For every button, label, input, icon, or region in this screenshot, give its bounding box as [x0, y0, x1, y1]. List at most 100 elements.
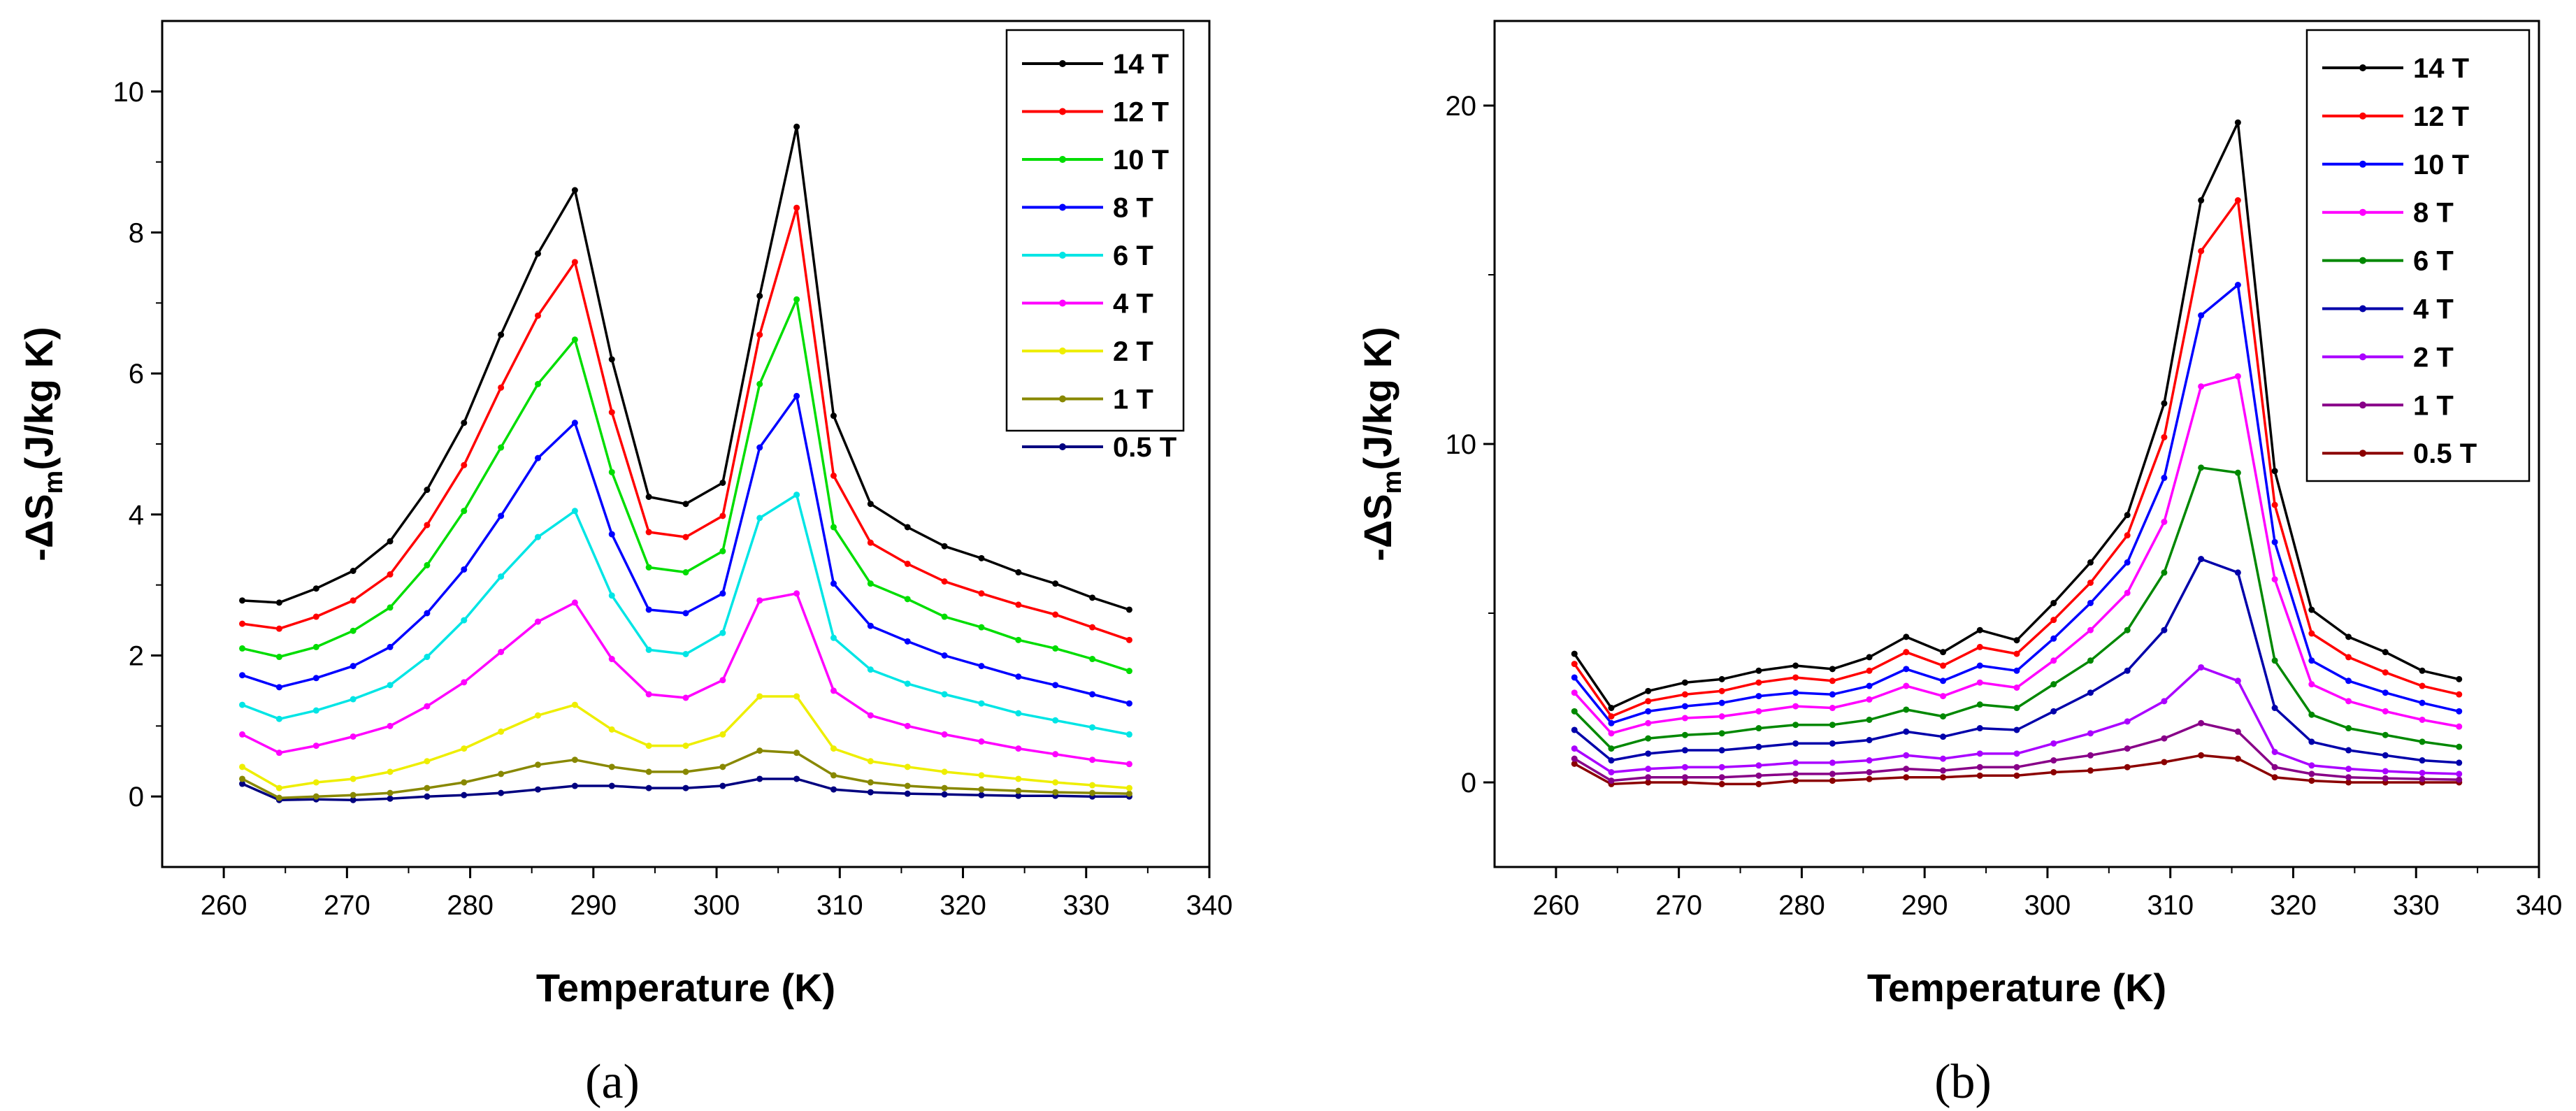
data-point — [2050, 657, 2057, 664]
legend-swatch-marker — [1059, 347, 1066, 354]
data-point — [2013, 650, 2020, 657]
data-point — [682, 768, 689, 775]
data-point — [461, 791, 468, 798]
data-point — [1015, 787, 1022, 794]
panel-label: (b) — [1934, 1055, 1992, 1109]
data-point — [719, 629, 726, 636]
data-point — [1903, 633, 1910, 640]
y-axis-title-unit: (J/kg K) — [1355, 327, 1399, 470]
data-point — [2271, 538, 2278, 545]
data-point — [1681, 779, 1688, 786]
data-point — [498, 770, 505, 777]
data-point — [312, 585, 319, 592]
legend-label: 6 T — [2413, 246, 2454, 277]
legend-item: 6 T — [1022, 241, 1153, 271]
series-14-T — [239, 123, 1132, 613]
series-6-T — [1571, 464, 2463, 752]
data-point — [239, 597, 246, 604]
data-point — [830, 472, 837, 479]
data-point — [645, 646, 652, 653]
data-point — [1940, 662, 1947, 669]
legend-swatch-marker — [2359, 160, 2366, 168]
data-point — [1015, 775, 1022, 782]
data-point — [350, 791, 357, 798]
x-tick-label: 340 — [1186, 890, 1233, 921]
data-point — [645, 494, 652, 501]
data-point — [1792, 770, 1799, 777]
y-axis-title: -ΔSm(J/kg K) — [1355, 327, 1407, 561]
data-point — [424, 793, 431, 800]
y-tick-label: 6 — [129, 359, 144, 389]
legend-label: 6 T — [1113, 241, 1153, 271]
data-point — [1866, 737, 1873, 743]
data-point — [1755, 762, 1762, 769]
data-point — [2271, 501, 2278, 508]
data-point — [2161, 474, 2168, 481]
data-point — [756, 747, 763, 754]
data-point — [1125, 636, 1132, 643]
data-point — [535, 618, 542, 625]
data-point — [1792, 777, 1799, 784]
data-point — [608, 468, 615, 475]
data-point — [2308, 770, 2315, 777]
data-point — [1866, 768, 1873, 775]
data-point — [1645, 750, 1652, 757]
data-point — [1125, 761, 1132, 768]
data-point — [1089, 656, 1096, 663]
data-point — [1976, 725, 1983, 732]
data-point — [682, 533, 689, 540]
data-point — [756, 331, 763, 338]
data-point — [645, 743, 652, 750]
data-point — [978, 791, 985, 798]
data-point — [608, 764, 615, 770]
data-point — [275, 750, 282, 757]
y-axis-title-main: -ΔS — [1355, 494, 1399, 561]
data-point — [941, 691, 948, 698]
data-point — [2198, 248, 2205, 255]
data-point — [1052, 645, 1059, 652]
data-point — [904, 596, 911, 603]
series-8-T — [239, 392, 1132, 707]
data-point — [424, 561, 431, 568]
data-point — [608, 726, 615, 733]
data-point — [2345, 678, 2352, 684]
data-point — [1903, 666, 1910, 673]
legend-swatch-marker — [2359, 353, 2366, 361]
data-point — [239, 775, 246, 782]
data-point — [2050, 740, 2057, 747]
data-point — [1608, 705, 1615, 712]
data-point — [904, 722, 911, 729]
data-point — [275, 684, 282, 691]
data-point — [2198, 719, 2205, 726]
data-point — [867, 666, 874, 673]
data-point — [2013, 726, 2020, 733]
data-point — [1052, 779, 1059, 786]
series-2-T — [239, 693, 1132, 791]
data-point — [1681, 703, 1688, 710]
legend-swatch-marker — [1059, 299, 1066, 307]
data-point — [2087, 599, 2094, 606]
legend-item: 1 T — [1022, 385, 1153, 415]
data-point — [2308, 606, 2315, 613]
data-point — [2161, 698, 2168, 705]
data-point — [2124, 589, 2131, 596]
data-point — [904, 638, 911, 645]
y-axis-title-unit: (J/kg K) — [17, 327, 61, 470]
data-point — [2198, 383, 2205, 390]
data-point — [1608, 768, 1615, 775]
data-point — [1866, 654, 1873, 661]
legend-item: 2 T — [1022, 336, 1153, 367]
data-point — [535, 786, 542, 793]
data-point — [1829, 759, 1836, 766]
data-point — [2161, 626, 2168, 633]
data-point — [645, 529, 652, 536]
data-point — [1903, 649, 1910, 656]
data-point — [2124, 667, 2131, 674]
legend-label: 10 T — [1113, 145, 1169, 175]
data-point — [2456, 723, 2463, 730]
legend-item: 14 T — [2322, 53, 2469, 84]
data-point — [793, 750, 800, 757]
legend-item: 10 T — [1022, 145, 1169, 175]
data-point — [793, 693, 800, 700]
